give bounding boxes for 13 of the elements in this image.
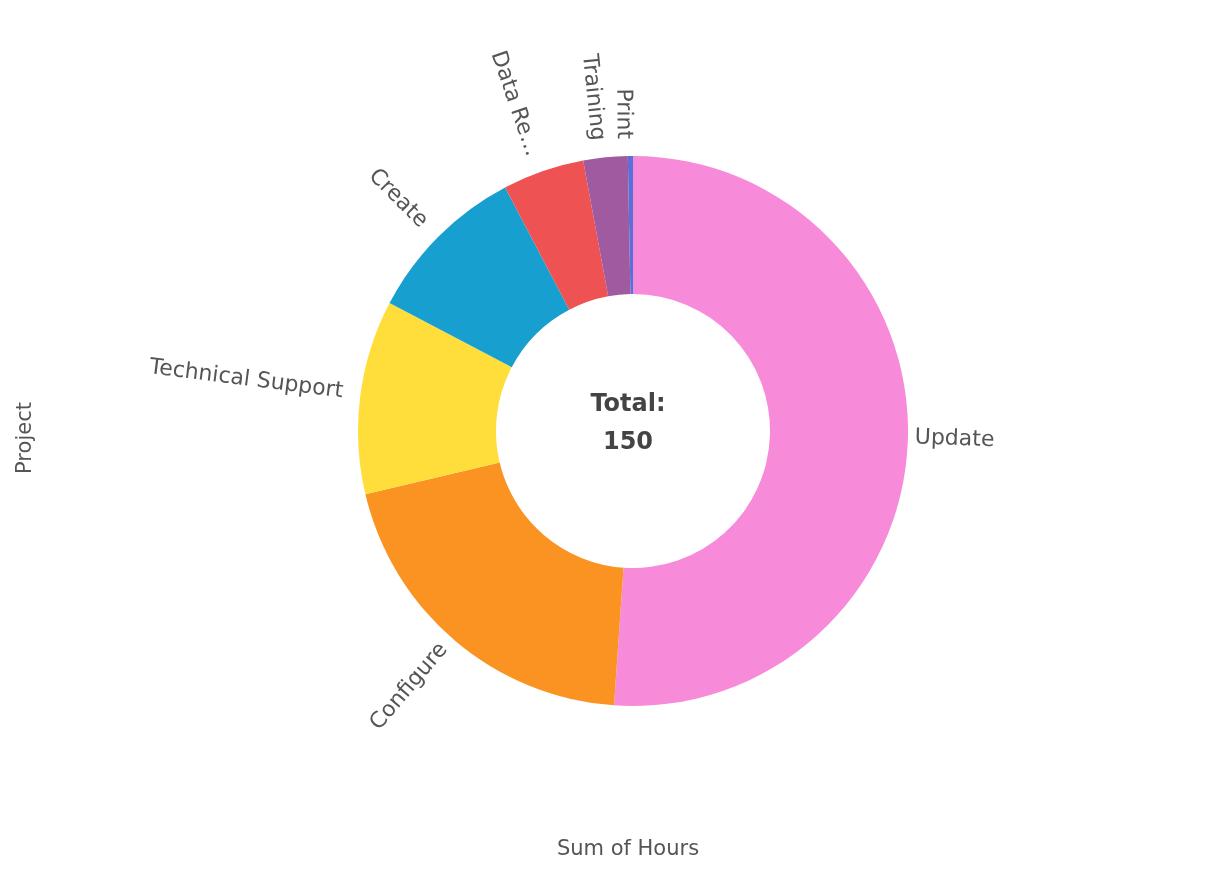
text: 150 <box>601 426 655 457</box>
donut-slice <box>505 160 609 310</box>
text: Sum of Hours <box>555 836 701 860</box>
slice-label: Training <box>577 51 612 142</box>
slice-label: Technical Support <box>147 353 346 403</box>
slice-label: Update <box>914 423 995 452</box>
donut-slice <box>627 156 633 295</box>
text: Total: <box>589 388 667 419</box>
donut-slice <box>583 156 631 297</box>
text: Project <box>12 402 36 474</box>
slice-label: Print <box>612 88 638 140</box>
slice-label: Data Re… <box>486 47 546 159</box>
donut-slice <box>358 303 512 495</box>
